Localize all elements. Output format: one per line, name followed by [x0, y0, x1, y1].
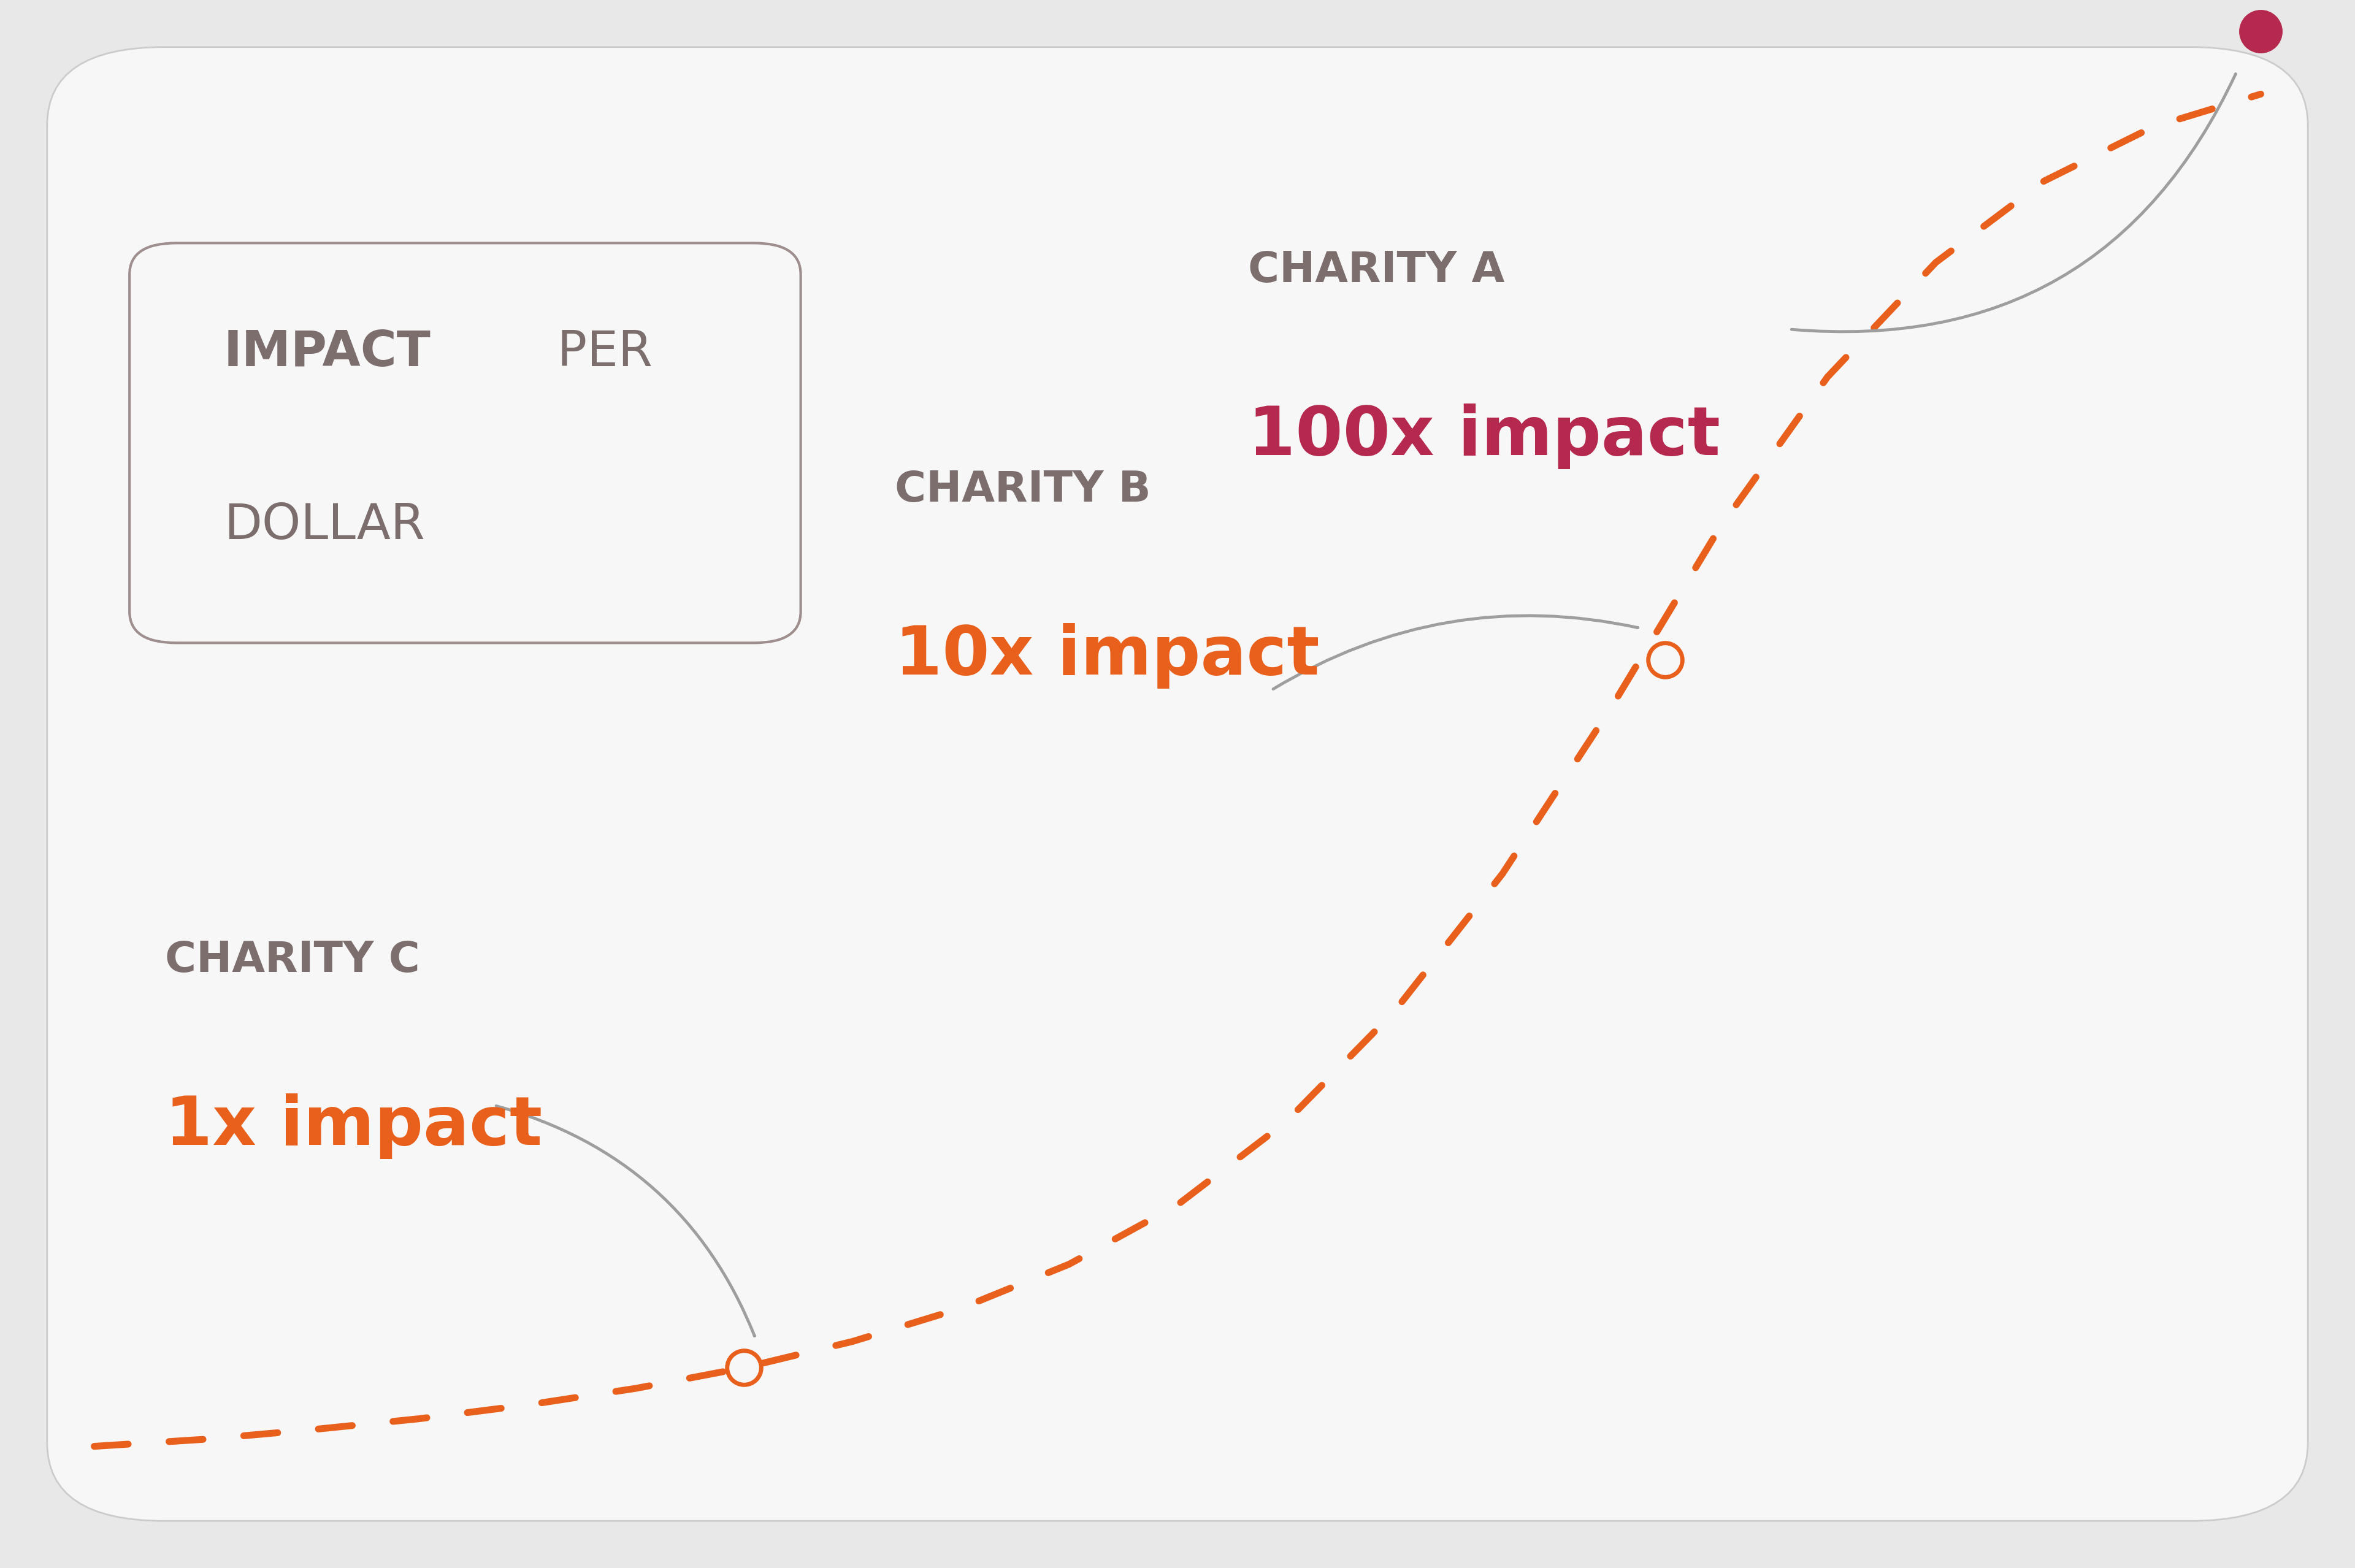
- Text: 10x impact: 10x impact: [895, 622, 1319, 688]
- FancyBboxPatch shape: [130, 243, 801, 643]
- Text: IMPACT: IMPACT: [224, 329, 431, 376]
- FancyBboxPatch shape: [47, 47, 2308, 1521]
- Text: CHARITY C: CHARITY C: [165, 939, 419, 980]
- Text: PER: PER: [542, 329, 652, 376]
- Text: 100x impact: 100x impact: [1248, 403, 1719, 469]
- Text: 1x impact: 1x impact: [165, 1093, 542, 1159]
- Text: CHARITY A: CHARITY A: [1248, 249, 1505, 290]
- Text: CHARITY B: CHARITY B: [895, 469, 1152, 510]
- Text: DOLLAR: DOLLAR: [224, 502, 424, 549]
